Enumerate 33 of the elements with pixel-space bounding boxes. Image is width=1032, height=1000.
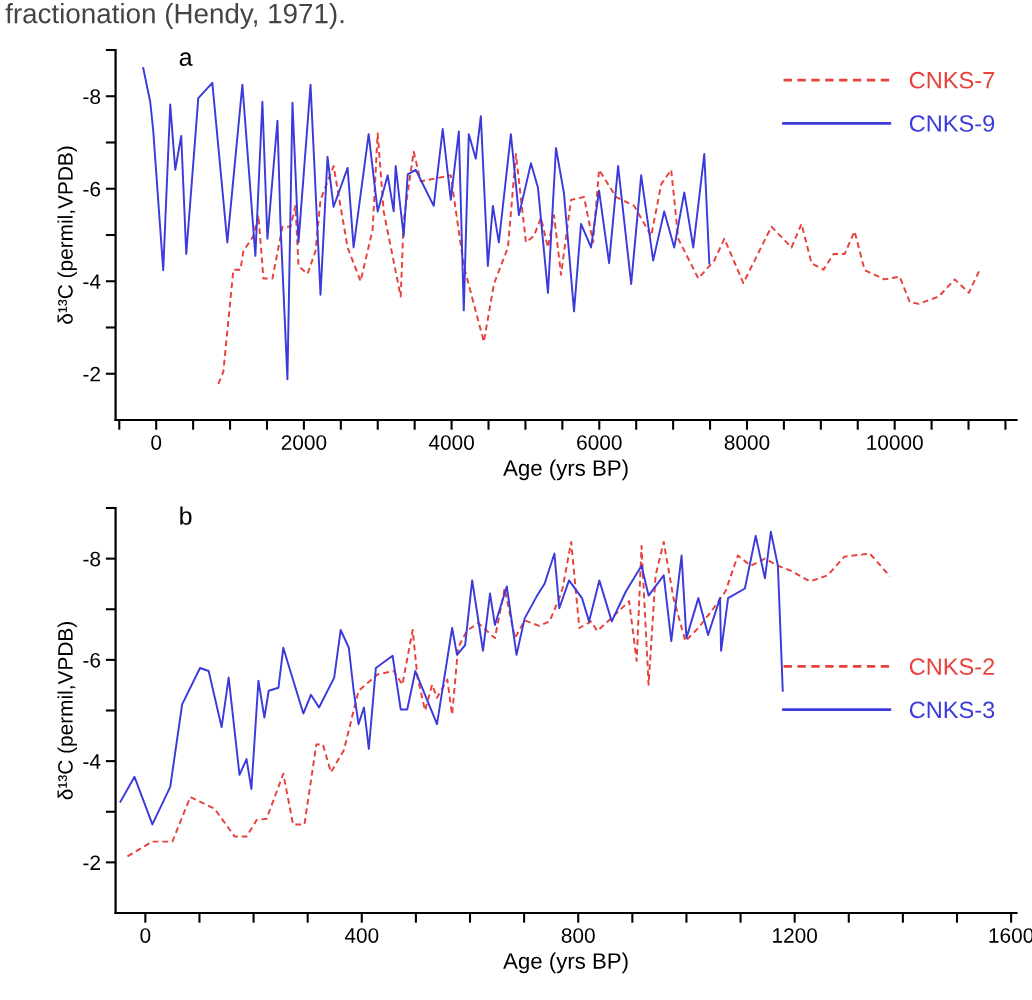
line-series — [142, 67, 711, 381]
y-tick-label: -2 — [83, 366, 100, 382]
x-tick-label: 6000 — [577, 435, 622, 450]
line-series — [217, 132, 981, 385]
x-axis-title: Age (yrs BP) — [503, 459, 628, 481]
y-axis-title: δ¹³C (permil,VPDB) — [57, 146, 77, 324]
x-tick-label: 800 — [561, 928, 595, 943]
y-tick-label: -8 — [83, 551, 101, 567]
line-series — [119, 530, 784, 826]
x-axis-title: Age (yrs BP) — [503, 952, 628, 974]
x-tick-label: 2000 — [281, 435, 327, 450]
y-tick-label: -6 — [83, 181, 101, 197]
x-tick-label: 0 — [151, 435, 162, 450]
y-tick-label: -8 — [83, 89, 101, 104]
y-tick-label: -6 — [83, 652, 101, 668]
annotation: a — [179, 52, 193, 66]
legend-label: CNKS-7 — [909, 71, 995, 89]
y-tick-label: -2 — [83, 855, 100, 870]
x-tick-label: 8000 — [724, 435, 770, 450]
line-series — [126, 540, 891, 858]
y-axis-title: δ¹³C (permil,VPDB) — [57, 622, 77, 800]
y-tick-label: -4 — [83, 754, 101, 769]
x-tick-label: 10000 — [867, 435, 923, 450]
text: fractionation (Hendy, 1971). — [5, 3, 344, 29]
x-tick-label: 1200 — [773, 928, 818, 943]
x-tick-label: 400 — [344, 928, 379, 943]
x-tick-label: 4000 — [428, 435, 474, 450]
legend-label: CNKS-9 — [909, 115, 995, 132]
legend-label: CNKS-2 — [909, 658, 995, 675]
y-tick-label: -4 — [83, 274, 101, 289]
legend-label: CNKS-3 — [909, 701, 995, 719]
annotation: b — [180, 506, 192, 525]
x-tick-label: 0 — [140, 928, 151, 943]
